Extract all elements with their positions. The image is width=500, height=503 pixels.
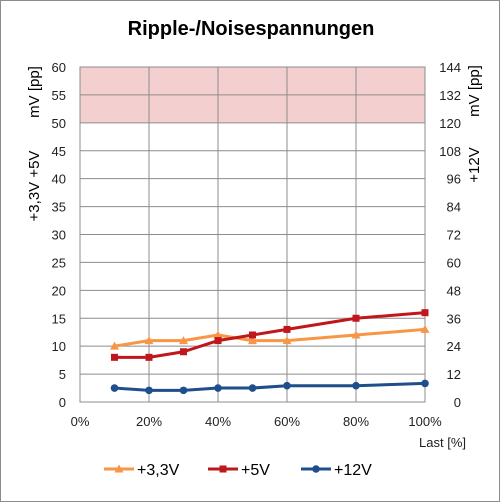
y2-tick-label: 72 [447,228,461,243]
y-tick-label: 50 [52,116,66,131]
x-axis-label: Last [%] [419,435,466,450]
y2-tick-label: 84 [447,200,461,215]
y2-tick-label: 36 [447,311,461,326]
chart-title: Ripple-/Noisespannungen [128,18,375,40]
y-axis-label-left-bottom: +3,3V +5V [26,151,43,222]
x-tick-label: 80% [343,414,369,429]
y-axis-label-right-bottom: +12V [466,147,483,182]
legend-marker-1 [219,465,227,473]
data-point [180,348,187,356]
y-tick-label: 10 [52,339,66,354]
y-tick-label: 30 [52,228,66,243]
data-point [179,336,188,345]
x-tick-label: 100% [408,414,442,429]
x-tick-label: 0% [71,414,90,429]
data-point [179,386,188,395]
data-point [249,331,256,339]
y-tick-label: 40 [52,172,66,187]
data-point [110,384,119,392]
plot-area-border [79,66,426,403]
y-axis-label-left-top: mV [pp] [26,66,43,118]
data-point [282,336,292,345]
data-point [351,330,361,339]
y-tick-label: 45 [52,144,66,159]
x-tick-label: 60% [274,414,300,429]
y-tick-label: 5 [59,367,66,382]
legend-label-0: +3,3V [137,462,180,479]
y2-tick-label: 120 [439,116,461,131]
data-point [352,314,360,322]
y-tick-label: 60 [52,60,66,75]
data-point [283,381,291,390]
data-point [110,341,119,350]
y2-tick-label: 60 [447,255,461,270]
y2-tick-label: 144 [439,60,461,75]
data-point [248,384,257,392]
y2-tick-label: 0 [454,395,461,410]
data-point [111,353,118,361]
y-tick-label: 55 [52,88,66,103]
data-point [248,336,257,345]
series-line-2 [114,381,426,392]
legend-label-1: +5V [241,462,270,479]
x-tick-label: 20% [136,414,162,429]
x-tick-label: 40% [205,414,231,429]
data-point [213,330,223,339]
data-point [283,325,291,333]
y-tick-label: 25 [52,255,66,270]
data-point [214,337,222,345]
data-point [145,353,153,361]
data-point [352,381,360,390]
y2-tick-label: 96 [447,172,461,187]
y-tick-label: 35 [52,200,66,215]
legend-marker-2 [312,465,320,473]
data-point [214,384,222,392]
y-tick-label: 20 [52,283,66,298]
data-point [421,379,429,388]
series-line-1 [114,311,426,359]
data-point [421,309,429,317]
y-tick-label: 15 [52,311,66,326]
y2-tick-label: 48 [447,283,461,298]
y2-tick-label: 12 [447,367,461,382]
y-tick-label: 0 [59,395,66,410]
legend-label-2: +12V [334,462,372,479]
y2-tick-label: 108 [439,144,461,159]
y2-tick-label: 24 [447,339,461,354]
y2-tick-label: 132 [439,88,461,103]
data-point [144,336,154,345]
y-axis-label-right-top: mV [pp] [466,65,483,117]
data-point [145,386,153,395]
legend-marker-0 [114,464,124,473]
data-point [420,324,430,333]
